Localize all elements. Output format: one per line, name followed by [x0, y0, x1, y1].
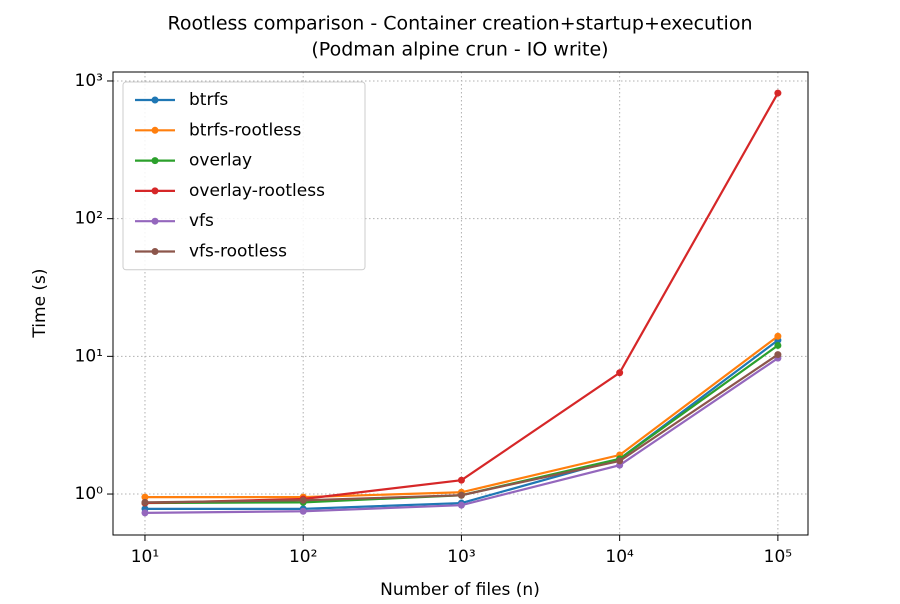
data-point: [774, 89, 782, 97]
y-tick-label: 10³: [75, 71, 103, 91]
data-point: [616, 369, 624, 377]
legend-label: vfs-rootless: [189, 242, 287, 262]
legend-label: btrfs-rootless: [189, 120, 302, 140]
legend-marker: [151, 217, 159, 225]
chart-subtitle: (Podman alpine crun - IO write): [311, 39, 608, 61]
x-tick-label: 10⁵: [764, 547, 792, 567]
data-point: [774, 341, 782, 349]
legend-marker: [151, 187, 159, 195]
x-axis-label: Number of files (n): [380, 580, 540, 600]
data-point: [141, 493, 149, 501]
data-point: [299, 507, 307, 515]
legend-marker: [151, 248, 159, 255]
y-tick-label: 10²: [75, 209, 103, 229]
data-point: [141, 498, 149, 506]
chart-title: Rootless comparison - Container creation…: [168, 13, 753, 35]
data-point: [457, 476, 465, 484]
y-tick-label: 10⁰: [75, 484, 104, 504]
legend-label: overlay: [189, 151, 252, 171]
legend-marker: [151, 96, 159, 104]
x-tick-label: 10²: [289, 547, 317, 567]
y-axis-label: Time (s): [30, 268, 50, 338]
legend-box: [122, 81, 366, 271]
data-point: [457, 501, 465, 509]
data-point: [774, 332, 782, 340]
data-point: [141, 509, 149, 517]
data-point: [616, 457, 624, 465]
data-point: [299, 496, 307, 504]
legend-label: btrfs: [189, 90, 228, 110]
y-tick-label: 10¹: [75, 346, 103, 366]
data-point: [774, 351, 782, 359]
legend-marker: [151, 126, 159, 134]
legend-label: vfs: [189, 211, 214, 231]
x-tick-label: 10⁴: [605, 547, 634, 567]
x-tick-label: 10¹: [131, 547, 159, 567]
legend-marker: [151, 157, 159, 165]
data-point: [457, 491, 465, 499]
x-tick-label: 10³: [447, 547, 475, 567]
legend-label: overlay-rootless: [189, 181, 325, 201]
plot-frame: [112, 71, 809, 536]
